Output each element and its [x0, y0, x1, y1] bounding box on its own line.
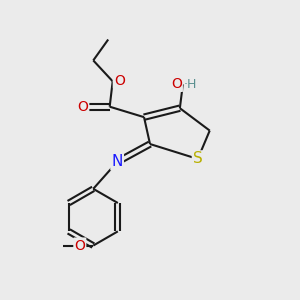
Text: O: O	[171, 77, 182, 91]
Text: O: O	[114, 74, 125, 88]
Text: O: O	[77, 100, 88, 114]
Text: N: N	[112, 154, 123, 169]
Text: O: O	[74, 238, 85, 253]
Text: S: S	[193, 152, 203, 166]
Text: ·H: ·H	[184, 77, 197, 91]
